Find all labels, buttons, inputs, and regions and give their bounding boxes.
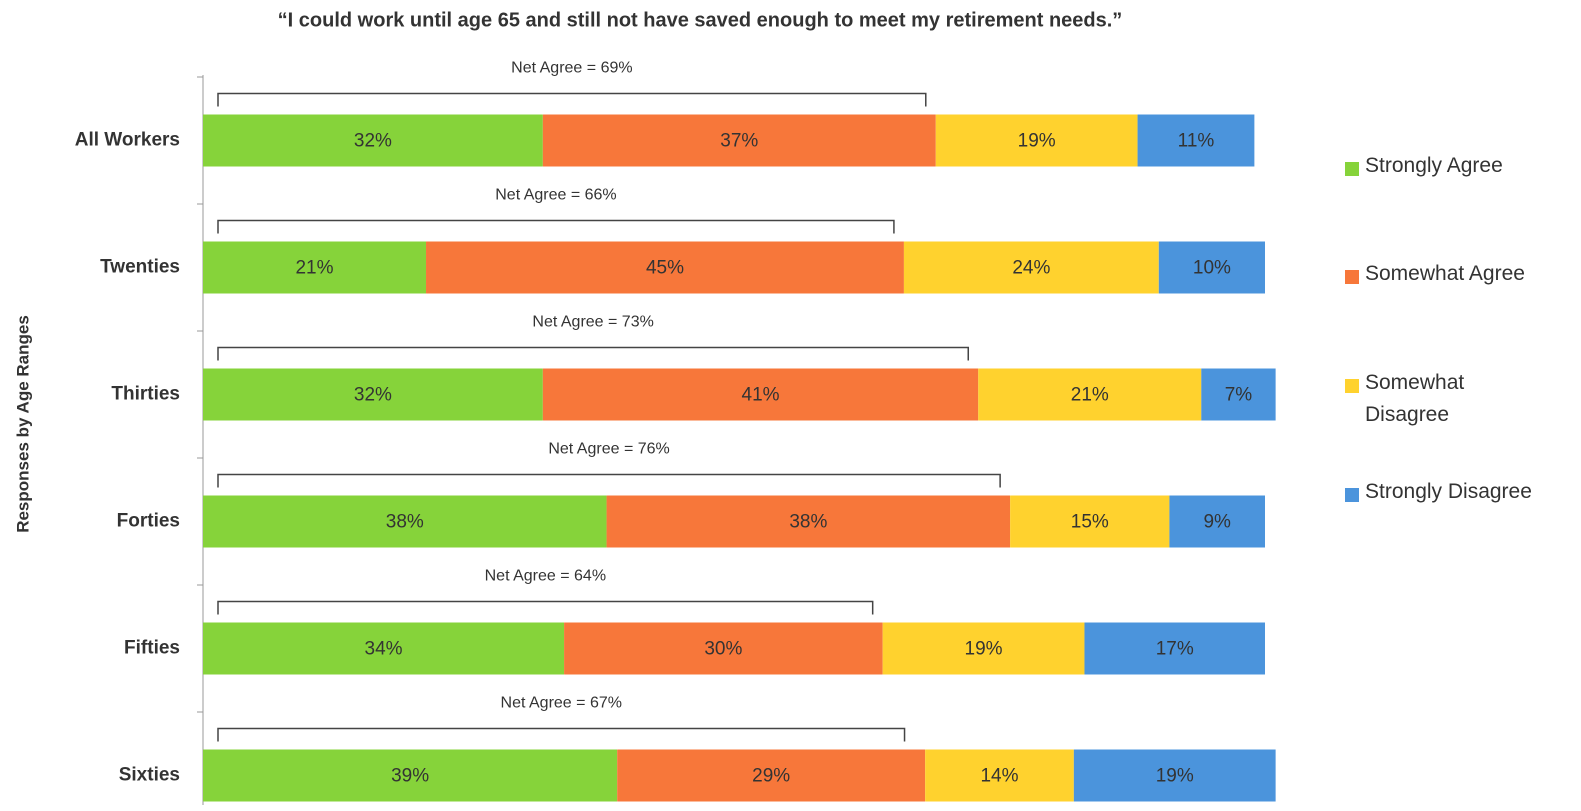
bar-segment (1201, 368, 1276, 421)
net-agree-label: Net Agree = 73% (532, 314, 653, 331)
bar-segment (925, 749, 1074, 802)
net-agree-bracket (217, 346, 970, 361)
legend-item: Somewhat Disagree (1345, 371, 1543, 431)
value-label: 15% (1071, 512, 1109, 533)
value-label: 10% (1193, 258, 1231, 279)
y-axis-label: Responses by Age Ranges (13, 315, 32, 533)
value-label: 21% (295, 258, 333, 279)
category-label: Sixties (119, 765, 180, 786)
legend-swatch (1345, 270, 1359, 284)
net-agree-bracket (217, 219, 895, 234)
legend-item: Somewhat Agree (1345, 262, 1543, 290)
legend-label: Strongly Agree (1365, 154, 1503, 177)
bar-segment (1073, 749, 1276, 802)
value-label: 21% (1071, 385, 1109, 406)
value-label: 19% (1018, 131, 1056, 152)
category-label: Thirties (111, 384, 180, 405)
bar-segment (203, 749, 618, 802)
bar-segment (542, 368, 979, 421)
bar-segment (1010, 495, 1170, 548)
bar-segment (542, 114, 936, 167)
legend-label: Somewhat Agree (1365, 262, 1525, 285)
category-label: Fifties (124, 638, 180, 659)
value-label: 30% (704, 639, 742, 660)
value-label: 14% (980, 766, 1018, 787)
net-agree-label: Net Agree = 66% (495, 187, 616, 204)
category-label: All Workers (75, 130, 180, 151)
net-agree-bracket (217, 600, 874, 615)
value-label: 11% (1178, 131, 1215, 152)
bar-segment (882, 622, 1085, 675)
net-agree-label: Net Agree = 76% (548, 441, 669, 458)
bar-segment (203, 622, 565, 675)
net-agree-bracket (217, 473, 1001, 488)
bar-segment (203, 241, 427, 294)
value-label: 7% (1225, 385, 1253, 406)
legend-item: Strongly Disagree (1345, 480, 1543, 508)
value-label: 39% (391, 766, 429, 787)
value-label: 37% (720, 131, 758, 152)
bar-segment (203, 114, 543, 167)
value-label: 19% (965, 639, 1003, 660)
bar-segment (1137, 114, 1255, 167)
value-label: 17% (1156, 639, 1194, 660)
net-agree-label: Net Agree = 67% (501, 695, 622, 712)
legend-swatch (1345, 379, 1359, 393)
value-label: 29% (752, 766, 790, 787)
net-agree-bracket (217, 727, 906, 742)
net-agree-bracket (217, 92, 927, 107)
bar-segment (978, 368, 1202, 421)
value-label: 24% (1012, 258, 1050, 279)
value-label: 45% (646, 258, 684, 279)
legend-swatch (1345, 488, 1359, 502)
bar-segment (1084, 622, 1265, 675)
category-label: Twenties (100, 257, 180, 278)
bar-segment (564, 622, 883, 675)
bar-segment (1169, 495, 1265, 548)
bar-segment (606, 495, 1011, 548)
value-label: 41% (742, 385, 780, 406)
value-label: 34% (365, 639, 403, 660)
value-label: 9% (1203, 512, 1231, 533)
net-agree-label: Net Agree = 69% (511, 60, 632, 77)
value-label: 19% (1156, 766, 1194, 787)
legend-label: Somewhat Disagree (1365, 371, 1465, 426)
legend-label: Strongly Disagree (1365, 480, 1532, 503)
legend-item: Strongly Agree (1345, 154, 1543, 182)
bar-segment (617, 749, 926, 802)
bar-segment (935, 114, 1138, 167)
bar-segment (903, 241, 1159, 294)
chart-title: “I could work until age 65 and still not… (278, 9, 1123, 31)
value-label: 32% (354, 131, 392, 152)
bar-segment (203, 495, 607, 548)
bar-segment (203, 368, 543, 421)
value-label: 38% (789, 512, 827, 533)
legend-swatch (1345, 162, 1359, 176)
net-agree-label: Net Agree = 64% (485, 568, 606, 585)
category-label: Forties (117, 511, 180, 532)
bar-segment (1158, 241, 1265, 294)
bar-segment (426, 241, 904, 294)
value-label: 38% (386, 512, 424, 533)
value-label: 32% (354, 385, 392, 406)
